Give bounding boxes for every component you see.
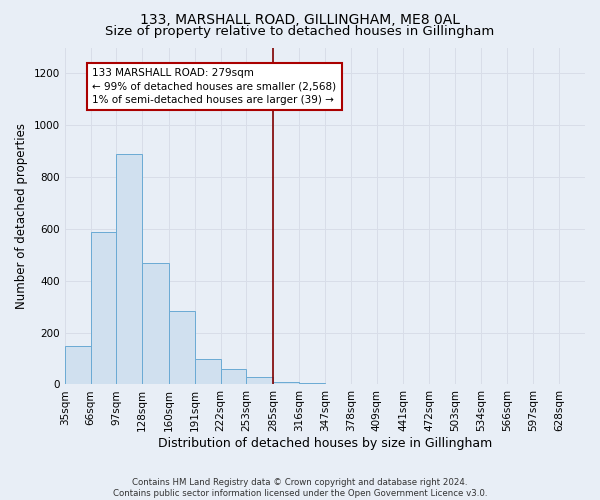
Text: 133 MARSHALL ROAD: 279sqm
← 99% of detached houses are smaller (2,568)
1% of sem: 133 MARSHALL ROAD: 279sqm ← 99% of detac… — [92, 68, 337, 104]
Bar — [247, 376, 273, 384]
Bar — [116, 154, 142, 384]
Bar — [142, 262, 169, 384]
Bar — [273, 382, 299, 384]
Bar — [65, 346, 91, 385]
Bar — [299, 383, 325, 384]
Text: Contains HM Land Registry data © Crown copyright and database right 2024.
Contai: Contains HM Land Registry data © Crown c… — [113, 478, 487, 498]
X-axis label: Distribution of detached houses by size in Gillingham: Distribution of detached houses by size … — [158, 437, 492, 450]
Bar — [221, 369, 247, 384]
Bar — [169, 310, 195, 384]
Text: 133, MARSHALL ROAD, GILLINGHAM, ME8 0AL: 133, MARSHALL ROAD, GILLINGHAM, ME8 0AL — [140, 12, 460, 26]
Text: Size of property relative to detached houses in Gillingham: Size of property relative to detached ho… — [106, 25, 494, 38]
Y-axis label: Number of detached properties: Number of detached properties — [15, 123, 28, 309]
Bar — [91, 232, 116, 384]
Bar — [195, 358, 221, 384]
